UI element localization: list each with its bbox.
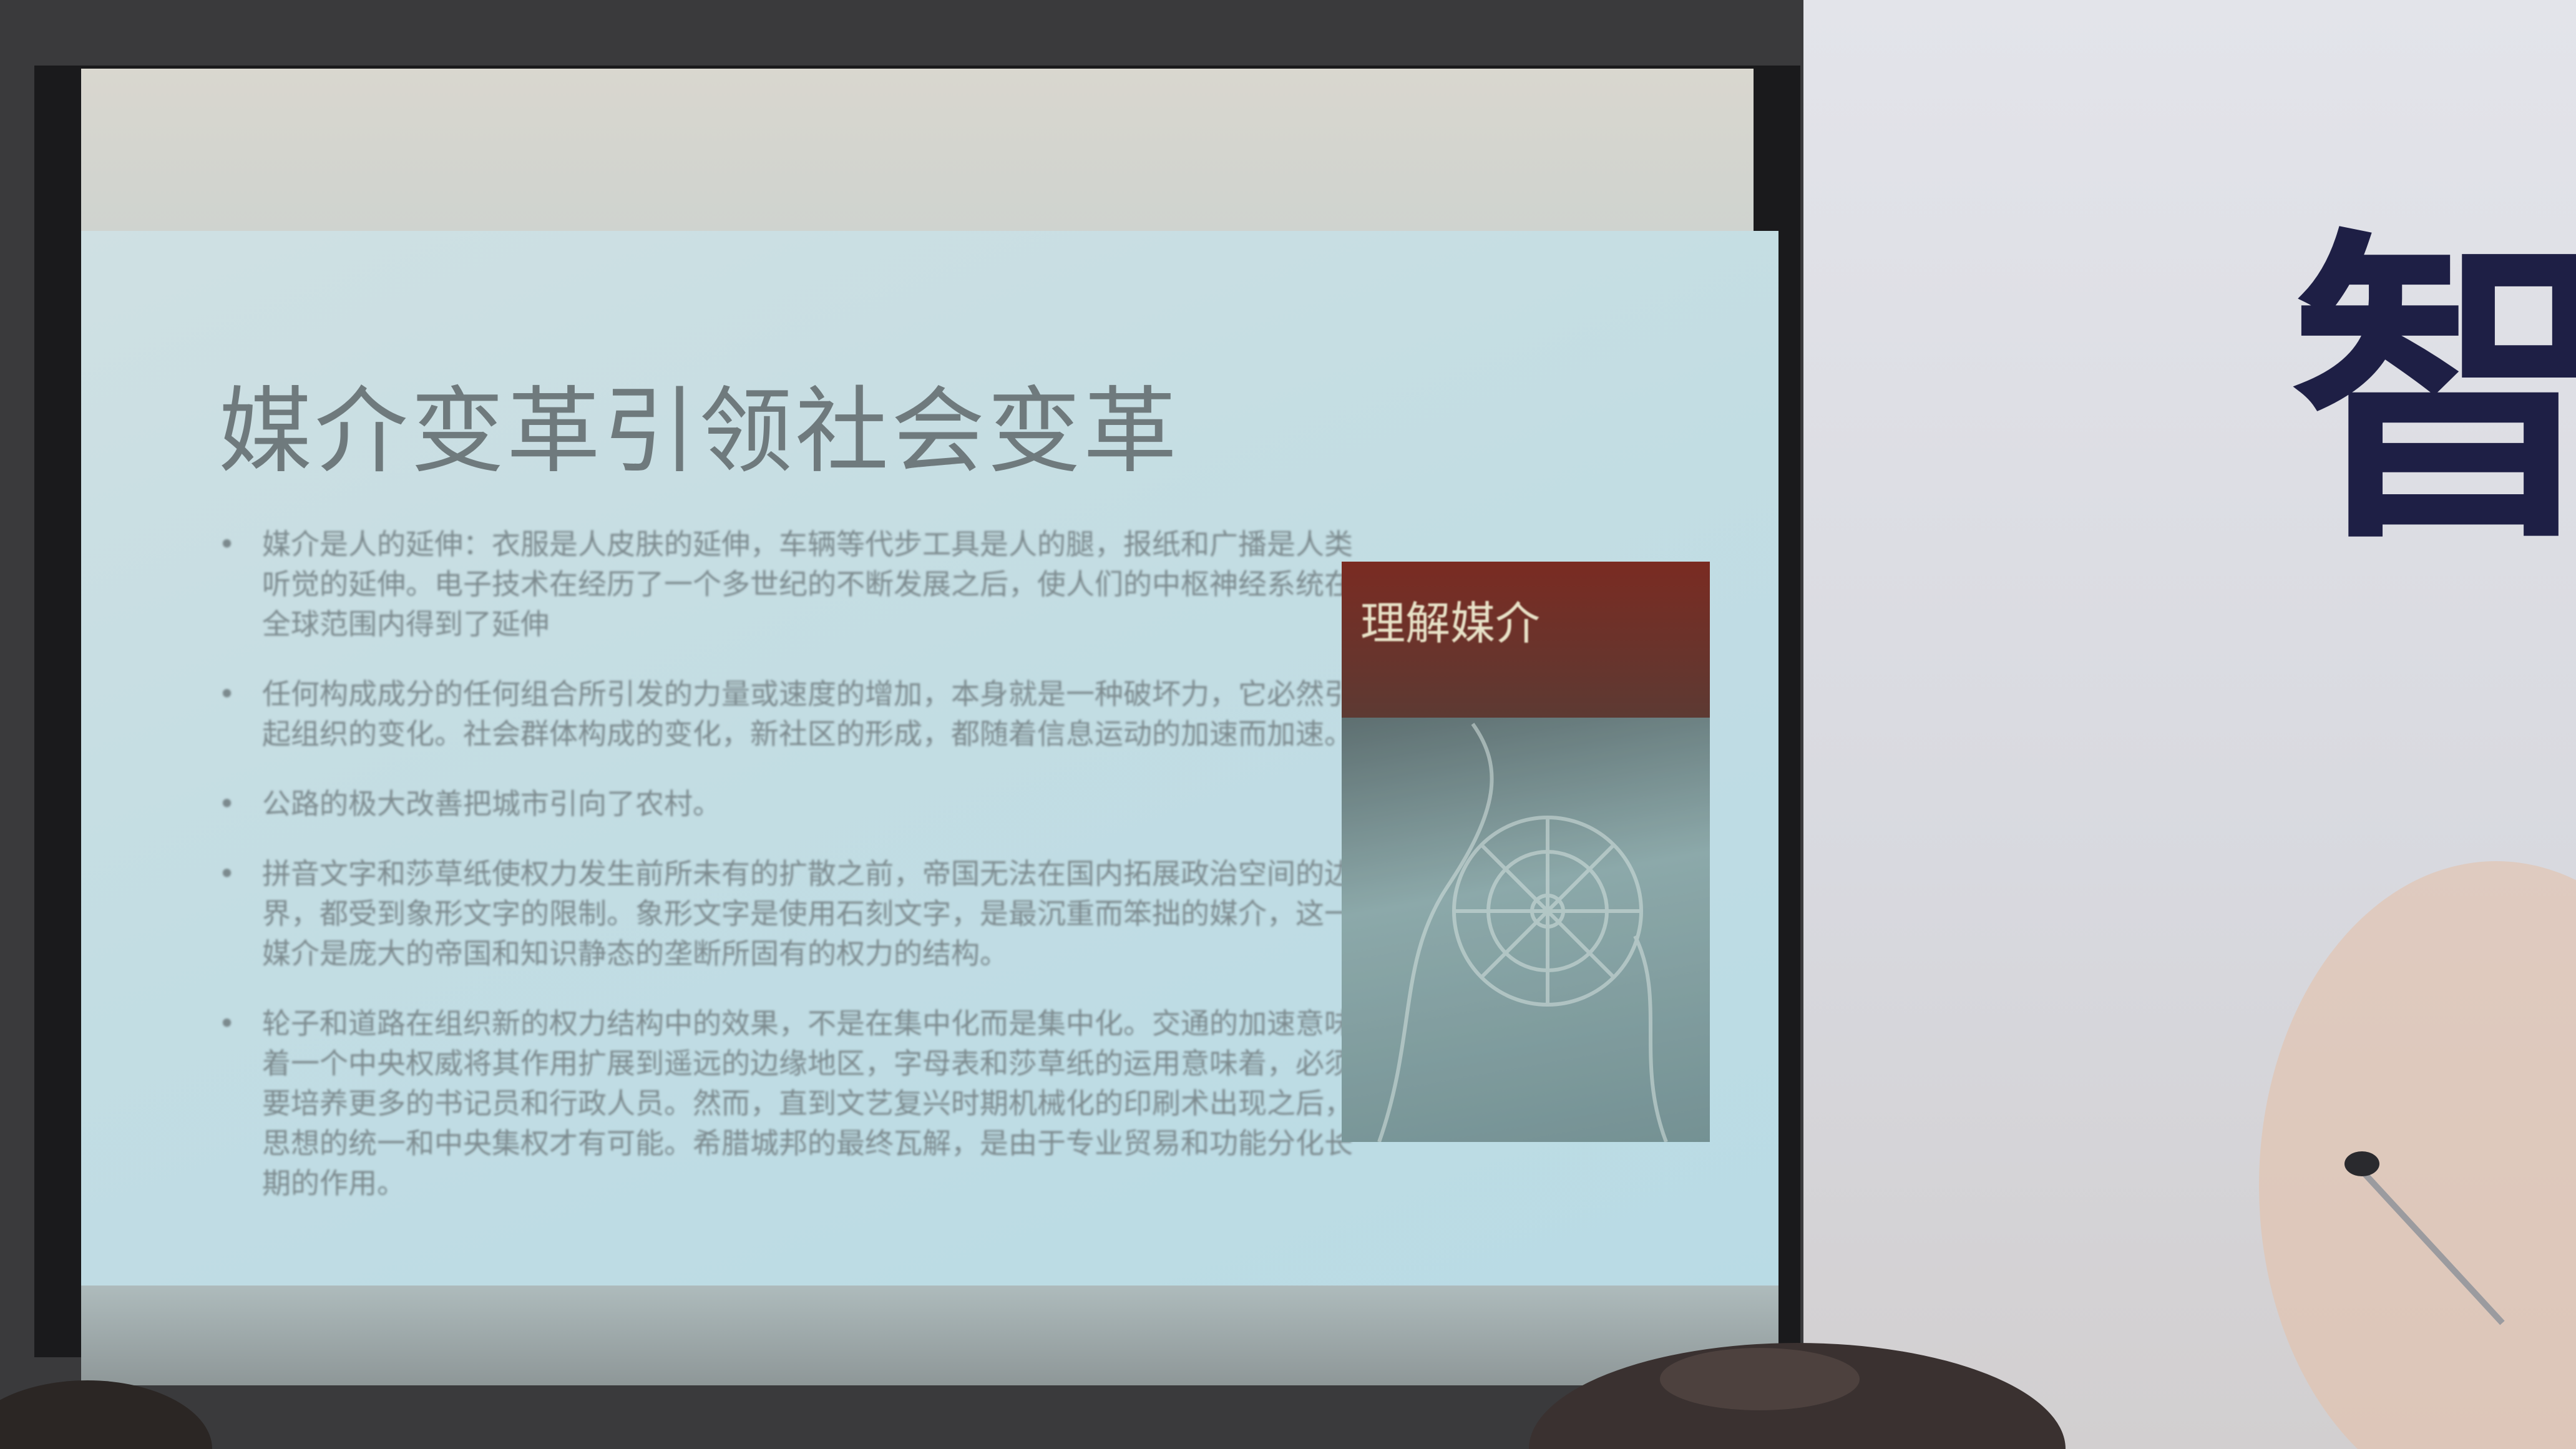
audience-head-left (0, 1380, 212, 1449)
foreground-blur-right (2259, 861, 2576, 1449)
microphone-head (2344, 1151, 2379, 1176)
audience-hair-highlight (1660, 1348, 1860, 1410)
